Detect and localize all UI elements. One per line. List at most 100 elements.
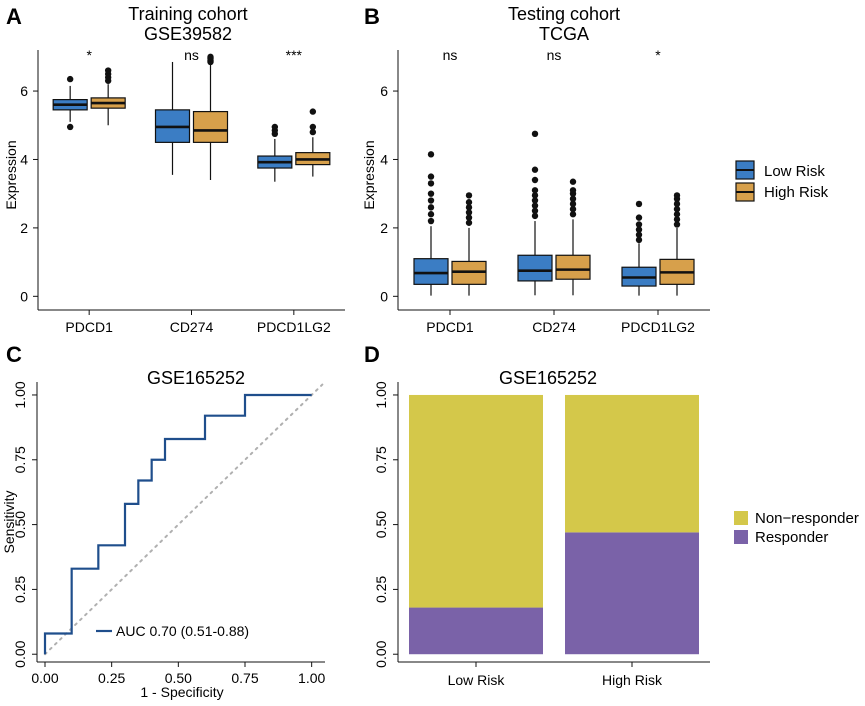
panel-b-y-tick-label: 6 [380,83,388,99]
panel-c-y-tick-label: 0.50 [12,511,28,538]
panel-b-low-risk-outlier [427,204,435,211]
panel-d-title: GSE165252 [499,368,597,388]
panel-b-high-risk-outlier [465,209,473,216]
legend-non-responder-key [734,511,748,525]
panel-d-y-tick-label: 0.50 [373,511,389,538]
panel-b-low-risk-outlier [635,231,643,238]
panel-a-y-tick-label: 2 [20,220,28,236]
panel-b-low-risk-outlier [531,166,539,173]
panel-b-y-tick-label: 4 [380,151,388,167]
risk-legend: Low Risk High Risk [735,160,829,202]
panel-a-x-tick-label: CD274 [170,319,214,335]
panel-b-low-risk-outlier [531,176,539,184]
panel-b-high-risk-outlier [465,214,473,221]
panel-b-subtitle: TCGA [539,24,589,44]
panel-d-bar-responder [565,532,699,655]
panel-b-high-risk-outlier [569,211,577,218]
panel-a-high-risk-outlier [309,123,317,131]
panel-a-significance-label: ns [184,47,199,63]
panel-b-high-risk-outlier [673,205,681,213]
panel-a-y-tick-label: 4 [20,151,28,167]
panel-b-x-tick-label: PDCD1 [426,319,474,335]
panel-b-high-risk-outlier [569,178,577,185]
panel-b-low-risk-outlier [635,214,643,221]
panel-d-y-tick-label: 0.75 [373,446,389,473]
panel-a-subtitle: GSE39582 [144,24,232,44]
panel-b-high-risk-outlier [465,219,473,226]
panel-b-low-risk-outlier [531,207,539,214]
panel-c-x-tick-label: 0.25 [98,670,125,686]
panel-b-high-risk-outlier [569,200,577,208]
panel-b-x-tick-label: PDCD1LG2 [621,319,695,335]
panel-letter-c: C [6,342,22,367]
legend-non-responder-label: Non−responder [755,510,859,527]
panel-b-low-risk-outlier [427,173,435,180]
panel-a-low-risk-outlier [66,75,74,83]
panel-letter-d: D [364,342,380,367]
panel-c-diagonal-reference [44,383,324,656]
panel-b-high-risk-outlier [673,192,681,199]
panel-c-roc-curve [43,393,312,655]
panel-c-roc: GSE165252 1 - Specificity Sensitivity 0.… [1,368,326,700]
panel-c-y-tick-label: 0.75 [12,446,28,473]
panel-d-y-tick-label: 1.00 [373,381,389,408]
panel-b-low-risk-box [413,258,449,285]
panel-a-high-risk-outlier [309,128,317,136]
panel-b-boxplot: Testing cohort TCGA Expression 0 2 4 6 PDCD1… [361,4,710,335]
panel-b-high-risk-outlier [673,221,681,228]
panel-c-y-tick-label: 1.00 [12,381,28,408]
panel-b-low-risk-outlier [427,197,435,204]
panel-b-low-risk-outlier [531,212,539,220]
panel-b-high-risk-box [555,254,591,280]
panel-c-x-tick-label: 0.50 [165,670,192,686]
legend-responder-key [734,530,748,544]
panel-c-ylabel: Sensitivity [1,490,17,553]
panel-b-low-risk-outlier [531,187,539,194]
panel-letter-a: A [6,4,22,29]
panel-b-low-risk-outlier [635,226,643,233]
panel-a-significance-label: *** [286,47,303,63]
panel-d-bar-non-responder [565,394,699,533]
panel-d-y-tick-label: 0.00 [373,640,389,667]
panel-b-title: Testing cohort [508,4,620,24]
panel-a-y-tick-label: 0 [20,288,28,304]
panel-c-y-tick-label: 0.25 [12,576,28,603]
panel-b-y-tick-label: 2 [380,220,388,236]
panel-b-low-risk-outlier [531,202,539,209]
panel-b-high-risk-outlier [465,199,473,206]
panel-b-low-risk-outlier [531,192,539,199]
panel-b-significance-label: * [655,47,661,63]
panel-b-high-risk-outlier [673,200,681,208]
panel-b-low-risk-outlier [427,217,435,225]
panel-b-high-risk-outlier [569,187,577,194]
panel-a-high-risk-outlier [104,67,112,74]
panel-letter-b: B [364,4,380,29]
panel-b-low-risk-outlier [427,190,435,197]
panel-c-x-tick-label: 1.00 [298,670,325,686]
panel-d-x-tick-label: High Risk [602,672,663,688]
panel-d-bar-non-responder [409,394,543,608]
panel-a-high-risk-outlier [207,53,214,61]
legend-low-risk-label: Low Risk [764,163,825,180]
panel-a-ylabel: Expression [3,140,19,209]
panel-a-low-risk-outlier [271,123,279,131]
panel-b-high-risk-outlier [569,205,577,213]
legend-responder-label: Responder [755,529,828,546]
panel-c-y-tick-label: 0.00 [12,640,28,667]
panel-b-low-risk-outlier [531,130,539,138]
panel-b-low-risk-outlier [531,197,539,204]
panel-b-low-risk-outlier [427,151,435,158]
panel-c-x-tick-label: 0.00 [31,670,58,686]
panel-b-low-risk-outlier [427,180,435,187]
panel-a-x-tick-label: PDCD1LG2 [257,319,331,335]
panel-b-y-tick-label: 0 [380,288,388,304]
panel-a-boxplot: Training cohort GSE39582 Expression 0 2 4 6… [3,4,345,335]
panel-a-high-risk-outlier [309,108,317,115]
panel-b-high-risk-outlier [673,211,681,218]
panel-b-significance-label: ns [443,47,458,63]
panel-c-title: GSE165252 [147,368,245,388]
panel-a-title: Training cohort [128,4,247,24]
panel-b-high-risk-outlier [569,195,577,203]
panel-a-y-tick-label: 6 [20,83,28,99]
